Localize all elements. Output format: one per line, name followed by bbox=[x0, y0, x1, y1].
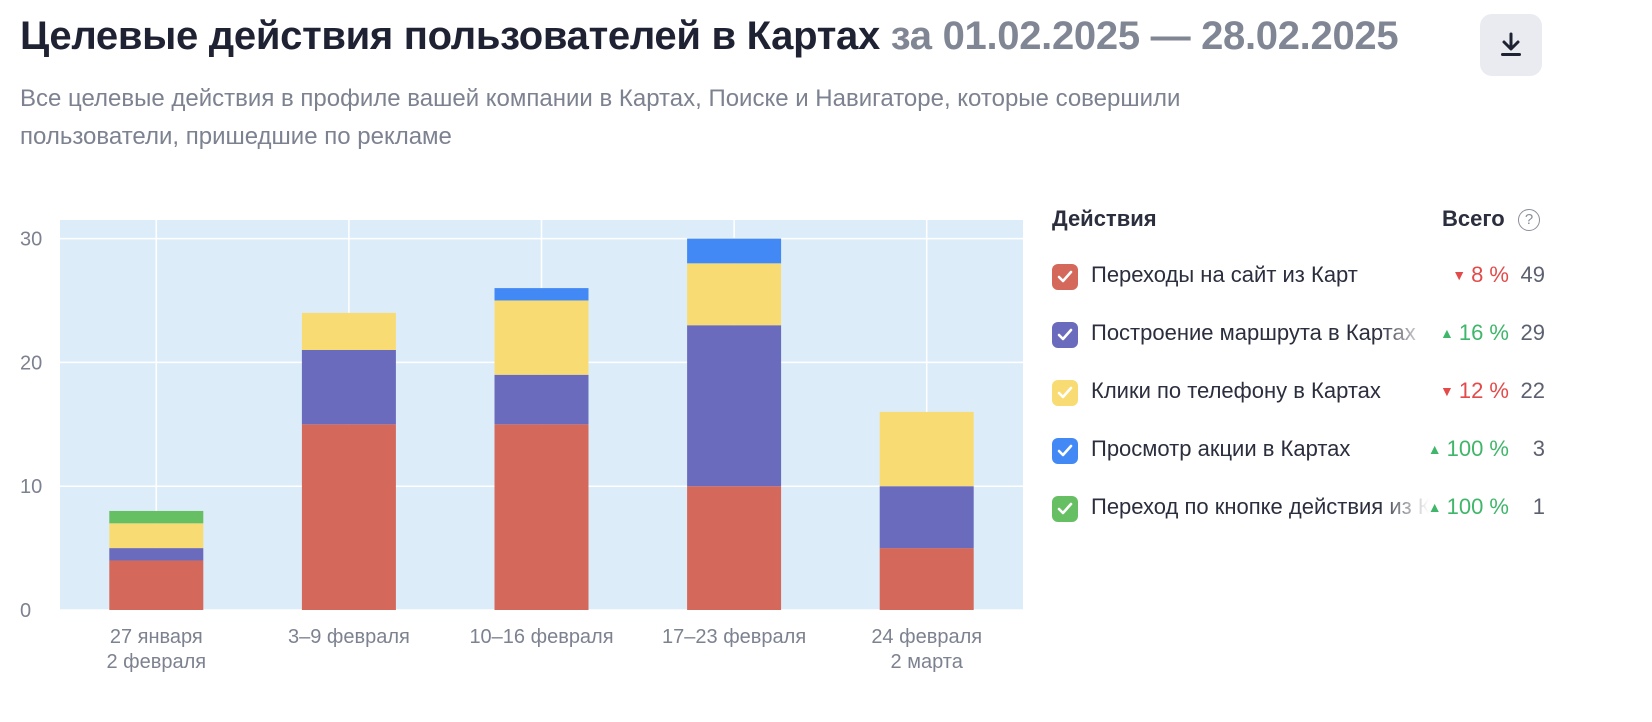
y-tick-label: 0 bbox=[20, 600, 31, 622]
triangle-up-icon: ▲ bbox=[1439, 325, 1454, 341]
check-icon bbox=[1057, 328, 1073, 341]
triangle-down-icon: ▼ bbox=[1452, 267, 1467, 283]
legend-total: 1 bbox=[1532, 494, 1545, 519]
triangle-down-icon: ▼ bbox=[1439, 383, 1454, 399]
bar-segment bbox=[301, 424, 396, 610]
x-tick-label: 10–16 февраля bbox=[469, 626, 613, 648]
legend-change: ▼ 8 % bbox=[1452, 262, 1509, 288]
label-fade bbox=[1379, 316, 1429, 352]
x-tick-label: 2 марта bbox=[891, 651, 964, 673]
x-tick-label: 17–23 февраля bbox=[662, 626, 806, 648]
bar-segment bbox=[879, 411, 974, 487]
legend-item[interactable]: Переходы на сайт из Карт ▼ 8 % 49 bbox=[1052, 258, 1547, 316]
legend-label: Клики по телефону в Картах bbox=[1091, 378, 1381, 403]
legend-change-value: 8 % bbox=[1471, 262, 1509, 287]
legend-list: Переходы на сайт из Карт ▼ 8 % 49 Построение… bbox=[1052, 258, 1547, 548]
legend-total: 3 bbox=[1532, 436, 1545, 461]
legend-total: 29 bbox=[1520, 320, 1545, 345]
legend-change: ▲ 100 % bbox=[1428, 436, 1509, 462]
check-icon bbox=[1057, 502, 1073, 515]
legend-item[interactable]: Построение маршрута в Картах ▲ 16 % 29 bbox=[1052, 316, 1547, 374]
legend-item[interactable]: Переход по кнопке действия из Карт ▲ 100 %… bbox=[1052, 490, 1547, 548]
page-title: Целевые действия пользователей в Картах … bbox=[20, 14, 1399, 59]
bar-segment bbox=[687, 486, 782, 610]
legend-checkbox[interactable] bbox=[1052, 380, 1078, 406]
download-icon bbox=[1501, 32, 1521, 56]
triangle-up-icon: ▲ bbox=[1427, 499, 1442, 515]
stacked-bar-chart: 0 10 20 30 27 января 2 февраля 3–9 февраля 10–1… bbox=[0, 180, 1040, 722]
y-tick-label: 10 bbox=[20, 476, 42, 498]
legend-checkbox[interactable] bbox=[1052, 264, 1078, 290]
bar-segment bbox=[109, 523, 204, 549]
title-period: за 01.02.2025 — 28.02.2025 bbox=[890, 14, 1399, 58]
legend-checkbox[interactable] bbox=[1052, 438, 1078, 464]
check-icon bbox=[1057, 386, 1073, 399]
legend-change: ▲ 100 % bbox=[1428, 494, 1509, 520]
legend-change-value: 12 % bbox=[1458, 378, 1509, 403]
label-fade bbox=[1379, 432, 1429, 468]
title-main: Целевые действия пользователей в Картах bbox=[20, 14, 880, 58]
legend-header: Действия Всего ? bbox=[1052, 206, 1542, 236]
page-subtitle: Все целевые действия в профиле вашей ком… bbox=[20, 85, 1181, 150]
label-fade bbox=[1379, 490, 1429, 526]
legend-change: ▼ 12 % bbox=[1440, 378, 1509, 404]
bar-segment bbox=[879, 486, 974, 549]
legend-header-actions: Действия bbox=[1052, 206, 1157, 231]
legend-change: ▲ 16 % bbox=[1440, 320, 1509, 346]
bar-segment bbox=[109, 548, 204, 561]
bar-segment bbox=[494, 300, 589, 375]
legend-checkbox[interactable] bbox=[1052, 322, 1078, 348]
bar-segment bbox=[879, 548, 974, 610]
legend-total: 22 bbox=[1520, 378, 1545, 403]
legend-label: Просмотр акции в Картах bbox=[1091, 436, 1351, 461]
bar-segment bbox=[109, 560, 204, 610]
bar-segment bbox=[109, 510, 204, 524]
check-icon bbox=[1057, 444, 1073, 457]
bar-segment bbox=[494, 424, 589, 610]
x-tick-label: 2 февраля bbox=[106, 651, 206, 673]
label-fade bbox=[1379, 258, 1429, 294]
x-tick-label: 27 января bbox=[110, 626, 203, 648]
legend-label: Переход по кнопке действия из Карт bbox=[1091, 494, 1429, 519]
legend-label: Построение маршрута в Картах bbox=[1091, 320, 1416, 345]
bar-segment bbox=[687, 263, 782, 326]
x-tick-label: 3–9 февраля bbox=[288, 626, 410, 648]
bar-segment bbox=[301, 312, 396, 350]
legend-item[interactable]: Клики по телефону в Картах ▼ 12 % 22 bbox=[1052, 374, 1547, 432]
chart-svg: 0 10 20 30 27 января 2 февраля 3–9 февраля 10–1… bbox=[20, 220, 1023, 673]
bar-segment bbox=[494, 374, 589, 425]
bar-segment bbox=[301, 350, 396, 425]
legend-change-value: 100 % bbox=[1446, 436, 1509, 461]
bar-segment bbox=[687, 325, 782, 487]
label-fade bbox=[1379, 374, 1429, 410]
legend-total: 49 bbox=[1520, 262, 1545, 287]
legend-change-value: 100 % bbox=[1446, 494, 1509, 519]
y-tick-label: 30 bbox=[20, 229, 42, 251]
legend-checkbox[interactable] bbox=[1052, 496, 1078, 522]
bar-segment bbox=[494, 288, 589, 301]
help-icon[interactable]: ? bbox=[1518, 209, 1540, 231]
legend-header-total: Всего bbox=[1442, 206, 1505, 231]
x-tick-label: 24 февраля bbox=[871, 626, 982, 648]
triangle-up-icon: ▲ bbox=[1427, 441, 1442, 457]
legend-label: Переходы на сайт из Карт bbox=[1091, 262, 1358, 287]
check-icon bbox=[1057, 270, 1073, 283]
bar-segment bbox=[687, 238, 782, 264]
legend-change-value: 16 % bbox=[1458, 320, 1509, 345]
download-button[interactable] bbox=[1480, 14, 1542, 76]
legend-item[interactable]: Просмотр акции в Картах ▲ 100 % 3 bbox=[1052, 432, 1547, 490]
y-tick-label: 20 bbox=[20, 352, 42, 374]
